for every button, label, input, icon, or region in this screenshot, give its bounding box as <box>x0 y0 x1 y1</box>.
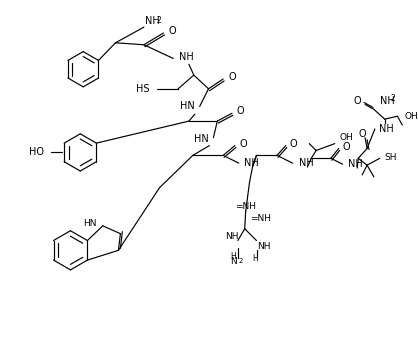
Text: HN: HN <box>194 134 209 144</box>
Text: NH: NH <box>380 96 395 106</box>
Text: NH: NH <box>244 158 258 168</box>
Text: NH: NH <box>179 53 194 63</box>
Text: =NH: =NH <box>235 202 256 211</box>
Text: =NH: =NH <box>250 214 270 224</box>
Text: NH: NH <box>145 16 160 26</box>
Text: O: O <box>228 72 236 82</box>
Text: 2: 2 <box>390 94 395 103</box>
Text: OH: OH <box>340 133 353 142</box>
Text: OH: OH <box>404 112 418 121</box>
Text: NH: NH <box>349 159 363 169</box>
Text: O: O <box>354 96 361 106</box>
Text: NH: NH <box>298 158 313 168</box>
Text: O: O <box>240 139 247 149</box>
Text: HO: HO <box>29 148 44 158</box>
Text: HS: HS <box>136 84 150 94</box>
Text: 2: 2 <box>239 258 243 264</box>
Text: O: O <box>237 106 245 116</box>
Text: NH: NH <box>379 124 394 134</box>
Text: 2: 2 <box>156 16 161 25</box>
Text: O: O <box>290 139 297 149</box>
Text: NH: NH <box>225 232 239 241</box>
Text: NH: NH <box>257 242 271 251</box>
Text: HN: HN <box>84 219 97 228</box>
Text: N: N <box>230 257 237 266</box>
Text: O: O <box>343 141 350 152</box>
Text: HN: HN <box>180 101 195 111</box>
Text: O: O <box>168 26 176 36</box>
Text: SH: SH <box>385 153 397 162</box>
Text: H: H <box>230 252 236 261</box>
Text: O: O <box>358 129 366 139</box>
Text: H: H <box>252 254 258 262</box>
